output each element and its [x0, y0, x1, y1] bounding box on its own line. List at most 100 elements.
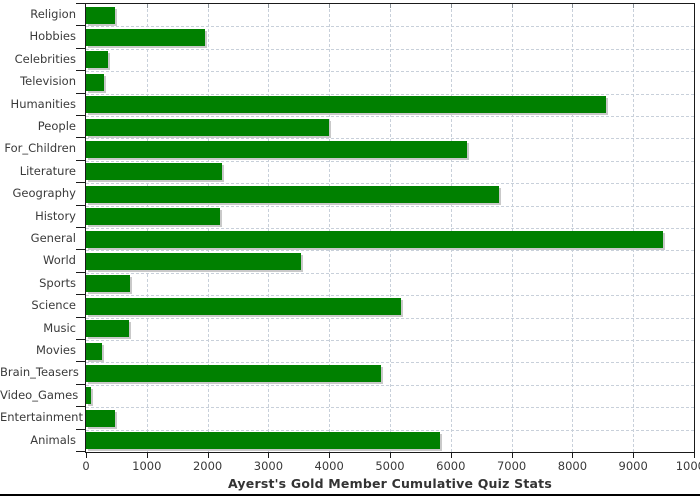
x-axis-label: 8000 [557, 459, 588, 473]
y-axis-label: Humanities [10, 96, 76, 111]
x-axis-label: 4000 [314, 459, 344, 473]
gridline-horizontal [86, 272, 694, 274]
y-axis-label: World [43, 253, 76, 268]
x-axis-tick [633, 453, 635, 458]
y-axis-tick [76, 204, 85, 206]
x-axis-tick [268, 453, 270, 458]
top-axis-tick [572, 4, 574, 8]
y-axis-tick [76, 361, 85, 363]
gridline-horizontal [86, 26, 694, 28]
top-axis-tick [146, 4, 148, 8]
y-axis-label: Music [43, 320, 76, 335]
bar-literature [86, 163, 222, 181]
y-axis-label: Religion [30, 7, 76, 21]
bar-humanities [86, 96, 606, 114]
bar-geography [86, 185, 499, 203]
x-axis-tick [694, 453, 695, 458]
gridline-horizontal [86, 340, 694, 341]
y-axis-label: For_Children [4, 141, 76, 156]
y-axis-label: Science [31, 298, 76, 313]
y-axis-tick [76, 159, 85, 161]
y-axis-label: Celebrities [14, 51, 76, 66]
y-axis-label: Movies [35, 343, 76, 357]
top-axis-tick [450, 4, 452, 8]
x-axis-tick [511, 453, 513, 458]
bar-sports [86, 275, 130, 293]
x-axis-label: 1000 [132, 459, 162, 473]
plot-area [85, 3, 695, 453]
bar-brain-teasers [86, 364, 381, 382]
gridline-horizontal [86, 48, 694, 50]
x-axis-tick [450, 453, 452, 458]
bar-general [86, 230, 663, 248]
y-axis-label: General [30, 231, 76, 245]
gridline-horizontal [86, 116, 694, 117]
gridline-horizontal [86, 71, 694, 73]
bar-movies [86, 342, 102, 360]
top-axis-tick [633, 4, 635, 8]
y-axis-tick [76, 271, 85, 273]
y-axis-tick [76, 428, 85, 430]
gridline-horizontal [86, 317, 694, 319]
gridline-horizontal [86, 93, 694, 95]
y-axis-tick [76, 316, 85, 318]
y-axis-tick [76, 92, 85, 94]
y-axis-label: Brain_Teasers [0, 365, 79, 380]
top-axis-tick [207, 4, 209, 8]
x-axis-tick [572, 453, 574, 458]
y-axis-label: Geography [12, 186, 77, 201]
y-axis-tick [76, 137, 85, 139]
x-axis-label: 7000 [496, 459, 527, 473]
x-axis-label: 5000 [375, 459, 405, 473]
bar-video-games [86, 387, 91, 405]
top-axis-tick [390, 4, 391, 8]
x-axis-label: 2000 [192, 459, 223, 473]
x-axis-tick [86, 453, 87, 458]
bar-religion [86, 6, 115, 24]
bar-animals [86, 432, 440, 450]
bar-hobbies [86, 28, 205, 46]
gridline-horizontal [86, 384, 694, 386]
bar-television [86, 73, 104, 91]
gridline-horizontal [86, 295, 694, 297]
y-axis-label: Animals [30, 432, 76, 447]
bar-people [86, 118, 329, 136]
bar-for-children [86, 140, 467, 158]
x-axis-tick [207, 453, 209, 458]
y-axis-tick [76, 3, 85, 4]
y-axis-tick [76, 115, 85, 116]
x-axis-tick [146, 453, 148, 458]
bottom-border-line [0, 494, 700, 496]
y-axis-tick [76, 451, 85, 452]
y-axis-tick [76, 182, 85, 184]
bar-world [86, 252, 301, 270]
gridline-horizontal [86, 205, 694, 207]
y-axis-tick [76, 383, 85, 385]
x-axis-label: 9000 [618, 459, 648, 473]
gridline-horizontal [86, 138, 694, 140]
chart-title: Ayerst's Gold Member Cumulative Quiz Sta… [228, 476, 552, 491]
x-axis-label: 3000 [253, 459, 284, 473]
y-axis-tick [76, 227, 85, 228]
gridline-horizontal [86, 250, 694, 252]
top-axis-tick [511, 4, 513, 8]
y-axis: Religion Hobbies Celebrities Television Huma… [0, 3, 85, 453]
y-axis-label: Television [20, 74, 76, 89]
x-axis-label: 6000 [436, 459, 466, 473]
top-axis-tick [329, 4, 331, 8]
y-axis-label: Video_Games [0, 387, 79, 402]
y-axis-tick [76, 294, 85, 296]
gridline-horizontal [86, 160, 694, 162]
gridline-horizontal [86, 429, 694, 431]
y-axis-label: Entertainment [0, 410, 83, 425]
y-axis-tick [76, 249, 85, 251]
x-axis-label: 10000 [675, 459, 700, 473]
gridline-horizontal [86, 183, 694, 185]
x-axis-tick [390, 453, 391, 458]
bar-science [86, 297, 401, 315]
gridline-horizontal [86, 407, 694, 409]
y-axis-tick [76, 339, 85, 340]
x-axis-tick [329, 453, 331, 458]
bar-history [86, 208, 220, 226]
